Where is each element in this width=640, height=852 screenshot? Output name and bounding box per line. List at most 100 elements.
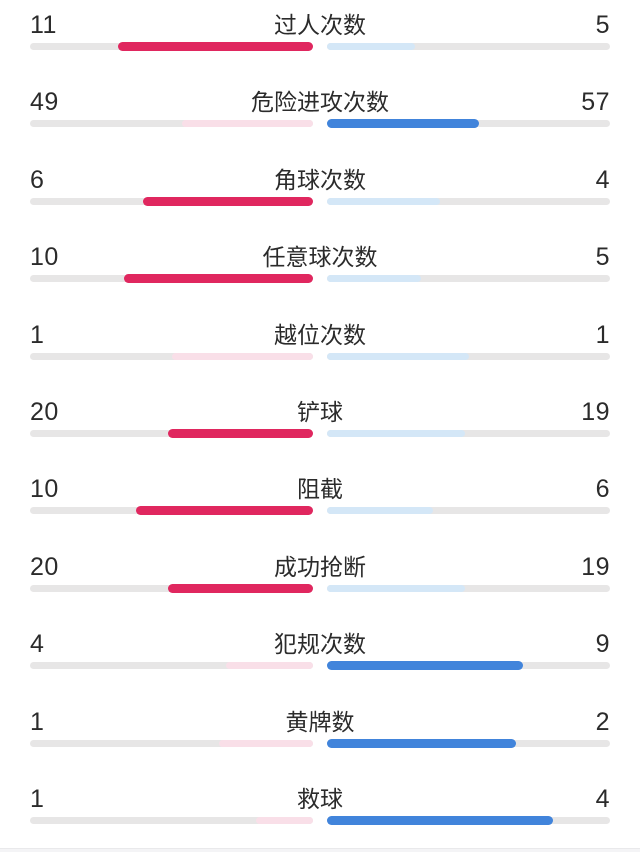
stat-bars — [30, 119, 610, 129]
away-bar-fill — [327, 352, 469, 360]
away-bar-track — [327, 197, 610, 205]
stat-label: 越位次数 — [274, 321, 366, 348]
stat-head: 49 危险进攻次数 57 — [30, 77, 610, 116]
away-value: 4 — [595, 165, 610, 194]
stat-bars — [30, 583, 610, 593]
home-bar-fill — [225, 662, 313, 670]
stat-row: 4 犯规次数 9 — [30, 619, 610, 696]
away-bar-fill — [327, 815, 554, 825]
home-bar-track — [30, 120, 313, 128]
home-bar-track — [30, 816, 313, 824]
stat-bars — [30, 274, 610, 284]
stat-head: 11 过人次数 5 — [30, 0, 610, 39]
home-value: 4 — [30, 630, 45, 659]
stat-bars — [30, 815, 610, 825]
stat-head: 1 黄牌数 2 — [30, 697, 610, 736]
home-value: 1 — [30, 784, 45, 813]
away-bar-track — [327, 584, 610, 592]
home-value: 20 — [30, 397, 59, 426]
home-bar-track — [30, 583, 313, 593]
away-value: 19 — [581, 397, 610, 426]
home-value: 1 — [30, 320, 45, 349]
stat-head: 1 越位次数 1 — [30, 310, 610, 349]
away-bar-track — [327, 275, 610, 283]
home-bar-fill — [171, 352, 313, 360]
stat-bars — [30, 42, 610, 51]
away-bar-track — [327, 661, 610, 671]
home-bar-track — [30, 274, 313, 284]
stat-bars — [30, 738, 610, 748]
stat-label: 犯规次数 — [274, 631, 366, 658]
away-bar-fill — [327, 43, 416, 50]
stat-label: 角球次数 — [274, 166, 366, 193]
stat-bars — [30, 428, 610, 438]
away-bar-fill — [327, 429, 465, 437]
home-bar-track — [30, 42, 313, 51]
stat-bars — [30, 352, 610, 360]
away-bar-fill — [327, 119, 480, 129]
home-value: 20 — [30, 552, 59, 581]
away-bar-fill — [327, 197, 441, 205]
away-value: 5 — [595, 11, 610, 39]
stat-label: 任意球次数 — [262, 244, 378, 271]
away-bar-track — [327, 738, 610, 748]
stat-row: 11 过人次数 5 — [30, 0, 610, 77]
away-value: 6 — [595, 475, 610, 504]
home-bar-fill — [182, 120, 313, 128]
stat-row: 1 黄牌数 2 — [30, 697, 610, 774]
away-bar-fill — [327, 275, 422, 283]
home-bar-track — [30, 506, 313, 516]
away-bar-track — [327, 429, 610, 437]
away-bar-fill — [327, 584, 465, 592]
stat-row: 20 铲球 19 — [30, 387, 610, 464]
stat-label: 成功抢断 — [274, 553, 366, 580]
away-value: 1 — [595, 320, 610, 349]
home-bar-fill — [124, 274, 313, 284]
away-bar-track — [327, 119, 610, 129]
stat-head: 20 成功抢断 19 — [30, 542, 610, 581]
stat-row: 49 危险进攻次数 57 — [30, 77, 610, 154]
home-bar-fill — [167, 583, 313, 593]
home-bar-fill — [118, 42, 313, 51]
stat-head: 10 任意球次数 5 — [30, 232, 610, 271]
home-bar-fill — [136, 506, 313, 516]
away-value: 57 — [581, 88, 610, 117]
stat-bars — [30, 196, 610, 206]
stat-head: 6 角球次数 4 — [30, 155, 610, 194]
stat-row: 10 任意球次数 5 — [30, 232, 610, 309]
stat-label: 铲球 — [297, 398, 343, 425]
home-value: 10 — [30, 243, 59, 272]
stat-bars — [30, 506, 610, 516]
home-bar-track — [30, 662, 313, 670]
stat-label: 救球 — [297, 785, 343, 812]
away-value: 2 — [595, 707, 610, 736]
home-bar-fill — [256, 816, 313, 824]
home-value: 11 — [30, 11, 57, 39]
away-bar-track — [327, 815, 610, 825]
home-bar-track — [30, 739, 313, 747]
away-value: 5 — [595, 243, 610, 272]
stat-row: 6 角球次数 4 — [30, 155, 610, 232]
stat-head: 1 救球 4 — [30, 774, 610, 813]
stat-row: 1 救球 4 — [30, 774, 610, 851]
home-value: 6 — [30, 165, 45, 194]
stat-label: 过人次数 — [274, 12, 366, 38]
home-bar-fill — [143, 196, 313, 206]
away-value: 4 — [595, 784, 610, 813]
home-bar-fill — [218, 739, 313, 747]
stat-row: 10 阻截 6 — [30, 464, 610, 541]
away-bar-track — [327, 43, 610, 50]
away-value: 19 — [581, 552, 610, 581]
away-bar-fill — [327, 661, 523, 671]
home-value: 49 — [30, 88, 59, 117]
stat-label: 阻截 — [297, 476, 343, 503]
home-bar-fill — [167, 428, 313, 438]
away-bar-fill — [327, 738, 516, 748]
away-bar-track — [327, 507, 610, 515]
stat-head: 4 犯规次数 9 — [30, 619, 610, 658]
home-bar-track — [30, 352, 313, 360]
stat-row: 20 成功抢断 19 — [30, 542, 610, 619]
away-value: 9 — [595, 630, 610, 659]
home-value: 10 — [30, 475, 59, 504]
